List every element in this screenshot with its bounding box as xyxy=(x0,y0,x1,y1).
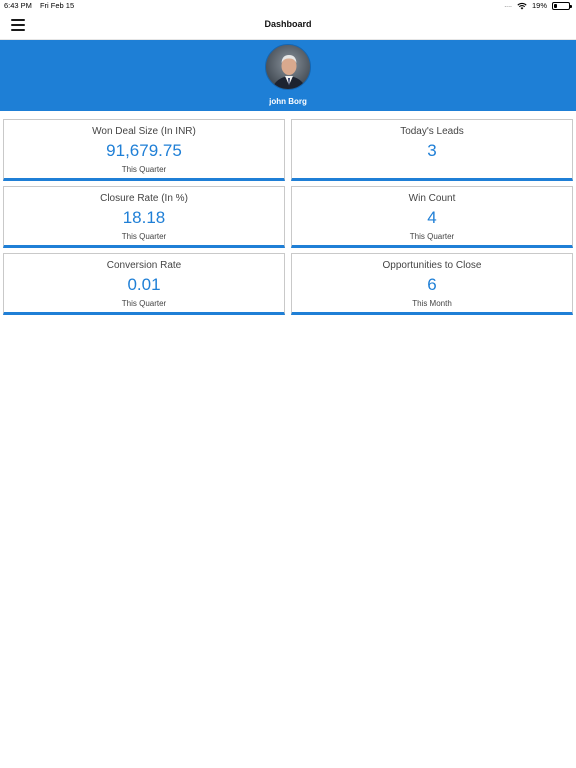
card-period: This Quarter xyxy=(121,232,167,241)
battery-fill xyxy=(554,3,557,8)
card-period: This Quarter xyxy=(121,299,167,308)
card-value: 6 xyxy=(427,275,437,294)
card-conversion-rate[interactable]: Conversion Rate 0.01 This Quarter xyxy=(3,253,285,315)
profile-name: john Borg xyxy=(269,97,307,106)
card-period: This Month xyxy=(412,299,452,308)
navigation-bar: Dashboard xyxy=(0,12,576,40)
hamburger-menu-icon[interactable] xyxy=(11,19,25,31)
card-title: Won Deal Size (In INR) xyxy=(92,126,196,137)
card-value: 0.01 xyxy=(127,275,161,294)
card-title: Closure Rate (In %) xyxy=(100,193,188,204)
signal-icon: .... xyxy=(504,2,512,9)
battery-percent: 19% xyxy=(531,1,547,10)
card-title: Win Count xyxy=(408,193,456,204)
card-value: 18.18 xyxy=(122,208,166,227)
status-time: 6:43 PM xyxy=(4,1,32,10)
card-closure-rate[interactable]: Closure Rate (In %) 18.18 This Quarter xyxy=(3,186,285,248)
card-period: This Quarter xyxy=(409,232,455,241)
avatar[interactable] xyxy=(265,44,311,90)
card-title: Conversion Rate xyxy=(106,260,182,271)
card-todays-leads[interactable]: Today's Leads 3 xyxy=(291,119,573,181)
card-opportunities-to-close[interactable]: Opportunities to Close 6 This Month xyxy=(291,253,573,315)
page-title: Dashboard xyxy=(264,19,312,29)
profile-banner: john Borg xyxy=(0,40,576,111)
card-value: 4 xyxy=(427,208,437,227)
battery-icon xyxy=(552,1,572,10)
card-value: 91,679.75 xyxy=(106,141,182,160)
card-period: This Quarter xyxy=(121,165,167,174)
card-title: Opportunities to Close xyxy=(382,260,482,271)
card-won-deal-size[interactable]: Won Deal Size (In INR) 91,679.75 This Qu… xyxy=(3,119,285,181)
status-date: Fri Feb 15 xyxy=(39,1,75,10)
wifi-icon xyxy=(517,2,527,10)
card-win-count[interactable]: Win Count 4 This Quarter xyxy=(291,186,573,248)
card-title: Today's Leads xyxy=(400,126,464,137)
status-bar: 6:43 PM Fri Feb 15 .... 19% xyxy=(0,0,576,12)
card-value: 3 xyxy=(427,141,437,160)
